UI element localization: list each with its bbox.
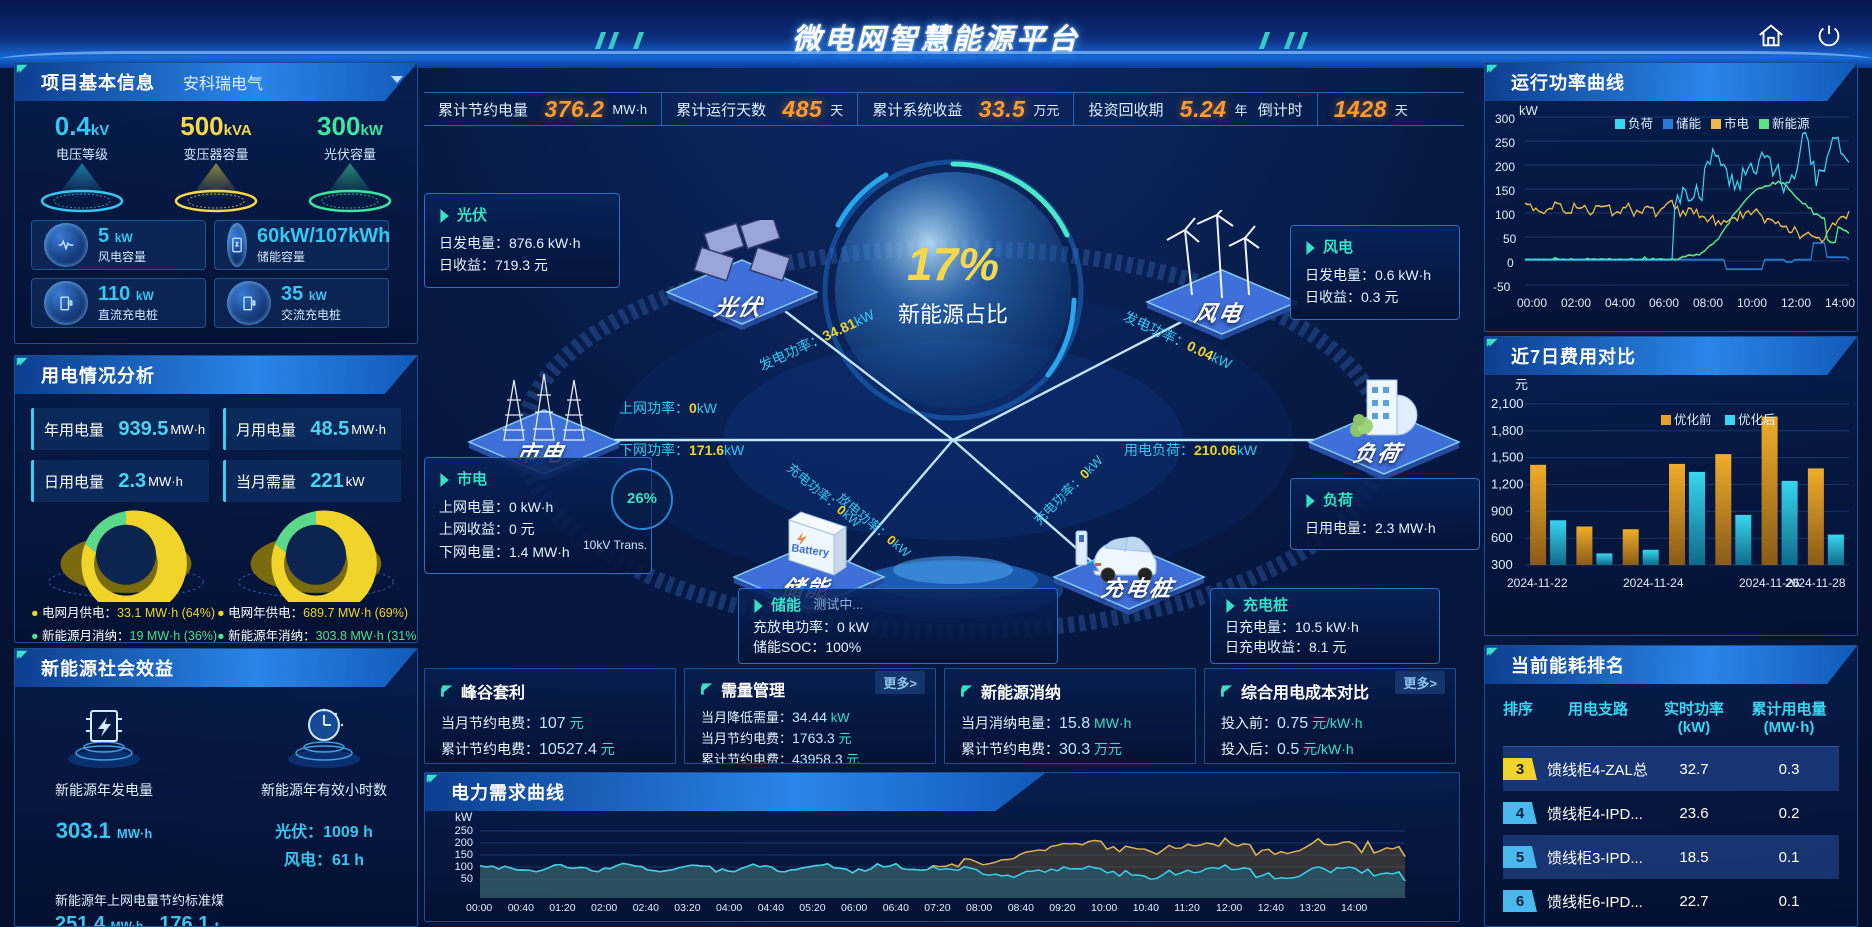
svg-text:200: 200 (1495, 160, 1515, 174)
svg-text:1,200: 1,200 (1491, 477, 1524, 492)
svg-text:12:40: 12:40 (1258, 902, 1284, 914)
svg-text:14:00: 14:00 (1341, 902, 1367, 914)
svg-text:10:40: 10:40 (1133, 902, 1159, 914)
svg-text:10:00: 10:00 (1091, 902, 1117, 914)
svg-text:600: 600 (1491, 530, 1513, 545)
svg-text:06:00: 06:00 (1649, 296, 1679, 310)
svg-text:12:00: 12:00 (1216, 902, 1242, 914)
svg-text:-50: -50 (1493, 280, 1511, 294)
svg-text:900: 900 (1491, 503, 1513, 518)
svg-text:100: 100 (1495, 208, 1515, 222)
svg-text:1,800: 1,800 (1491, 423, 1524, 438)
svg-text:03:20: 03:20 (674, 902, 700, 914)
svg-text:05:20: 05:20 (799, 902, 825, 914)
svg-text:200: 200 (455, 837, 473, 849)
svg-text:50: 50 (461, 873, 473, 885)
svg-text:kW: kW (455, 811, 473, 824)
svg-text:优化后: 优化后 (1738, 413, 1776, 427)
svg-text:12:00: 12:00 (1781, 296, 1811, 310)
svg-text:07:20: 07:20 (924, 902, 950, 914)
svg-text:00:40: 00:40 (508, 902, 534, 914)
svg-text:00:00: 00:00 (1517, 296, 1547, 310)
svg-text:150: 150 (1495, 184, 1515, 198)
svg-text:新能源: 新能源 (1772, 116, 1810, 131)
svg-text:13:20: 13:20 (1299, 902, 1325, 914)
svg-text:04:00: 04:00 (1605, 296, 1635, 310)
svg-text:01:20: 01:20 (549, 902, 575, 914)
svg-text:08:40: 08:40 (1008, 902, 1034, 914)
svg-text:2024-11-22: 2024-11-22 (1507, 576, 1568, 590)
svg-text:10:00: 10:00 (1737, 296, 1767, 310)
svg-text:2024-11-24: 2024-11-24 (1623, 576, 1684, 590)
svg-text:优化前: 优化前 (1674, 412, 1712, 427)
svg-text:08:00: 08:00 (966, 902, 992, 914)
svg-text:06:40: 06:40 (883, 902, 909, 914)
svg-text:0: 0 (1507, 256, 1514, 270)
svg-text:02:00: 02:00 (591, 902, 617, 914)
svg-text:02:00: 02:00 (1561, 296, 1591, 310)
svg-text:00:00: 00:00 (466, 902, 492, 914)
svg-text:04:00: 04:00 (716, 902, 742, 914)
svg-text:08:00: 08:00 (1693, 296, 1723, 310)
svg-text:250: 250 (455, 825, 473, 837)
svg-text:150: 150 (455, 849, 473, 861)
svg-text:09:20: 09:20 (1049, 902, 1075, 914)
svg-text:11:20: 11:20 (1174, 902, 1200, 914)
svg-text:元: 元 (1515, 377, 1528, 392)
svg-text:负荷: 负荷 (1628, 117, 1653, 131)
svg-text:300: 300 (1491, 557, 1513, 572)
svg-text:100: 100 (455, 861, 473, 873)
svg-text:04:40: 04:40 (758, 902, 784, 914)
svg-text:kW: kW (1519, 103, 1539, 118)
svg-text:250: 250 (1495, 136, 1515, 150)
svg-text:储能: 储能 (1676, 116, 1702, 131)
svg-text:2024-11-28: 2024-11-28 (1785, 576, 1846, 590)
svg-text:14:00: 14:00 (1825, 296, 1855, 310)
svg-text:50: 50 (1503, 232, 1517, 246)
svg-text:300: 300 (1495, 112, 1515, 126)
svg-text:2,100: 2,100 (1491, 396, 1524, 411)
svg-text:1,500: 1,500 (1491, 450, 1524, 465)
svg-text:市电: 市电 (1724, 116, 1750, 131)
svg-text:02:40: 02:40 (633, 902, 659, 914)
svg-text:06:00: 06:00 (841, 902, 867, 914)
